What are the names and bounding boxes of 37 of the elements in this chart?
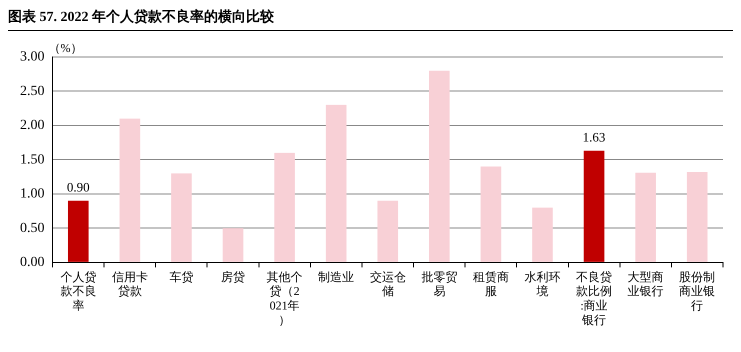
y-tick-label: 3.00 <box>20 50 44 65</box>
y-tick-label: 0.50 <box>20 220 44 236</box>
x-tick-label: 批零贸易 <box>421 270 458 298</box>
bar <box>429 70 450 262</box>
x-tick-label: 制造业 <box>318 270 354 284</box>
x-tick-label: 其他个贷（2021年） <box>266 270 303 327</box>
bar <box>532 208 553 262</box>
x-tick-label: 股份制商业银行 <box>679 270 716 313</box>
bar <box>222 228 244 262</box>
y-tick-label: 2.50 <box>20 84 44 99</box>
data-label: 1.63 <box>582 130 606 145</box>
y-tick-label: 0.00 <box>20 255 44 270</box>
x-tick-label: 信用卡贷款 <box>112 270 148 298</box>
y-tick-label: 2.00 <box>20 118 44 134</box>
y-tick-label: 1.50 <box>20 152 44 168</box>
x-tick-label: 不良贷款比例:商业银行 <box>576 270 612 327</box>
x-tick-label: 大型商业银行 <box>628 270 664 298</box>
x-tick-label: 个人贷款不良率 <box>60 270 96 313</box>
x-tick-label: 租赁商服 <box>472 270 509 298</box>
x-tick-label: 车贷 <box>169 270 194 284</box>
bar <box>635 172 656 262</box>
x-tick-label: 水利环境 <box>524 270 560 298</box>
bar <box>377 200 398 262</box>
data-label: 0.90 <box>66 180 90 195</box>
x-tick-label: 房贷 <box>221 270 246 284</box>
bar <box>326 104 346 262</box>
bar <box>68 200 89 262</box>
y-axis-title: （%） <box>48 41 82 56</box>
bar <box>274 152 295 262</box>
y-tick-label: 1.00 <box>20 186 44 202</box>
bar <box>686 172 708 262</box>
bar <box>584 150 604 262</box>
bar <box>171 173 192 262</box>
bar <box>120 118 140 262</box>
chart-title: 图表 57. 2022 年个人贷款不良率的横向比较 <box>8 8 733 31</box>
x-tick-label: 交运仓储 <box>370 270 406 298</box>
bar <box>480 166 502 262</box>
